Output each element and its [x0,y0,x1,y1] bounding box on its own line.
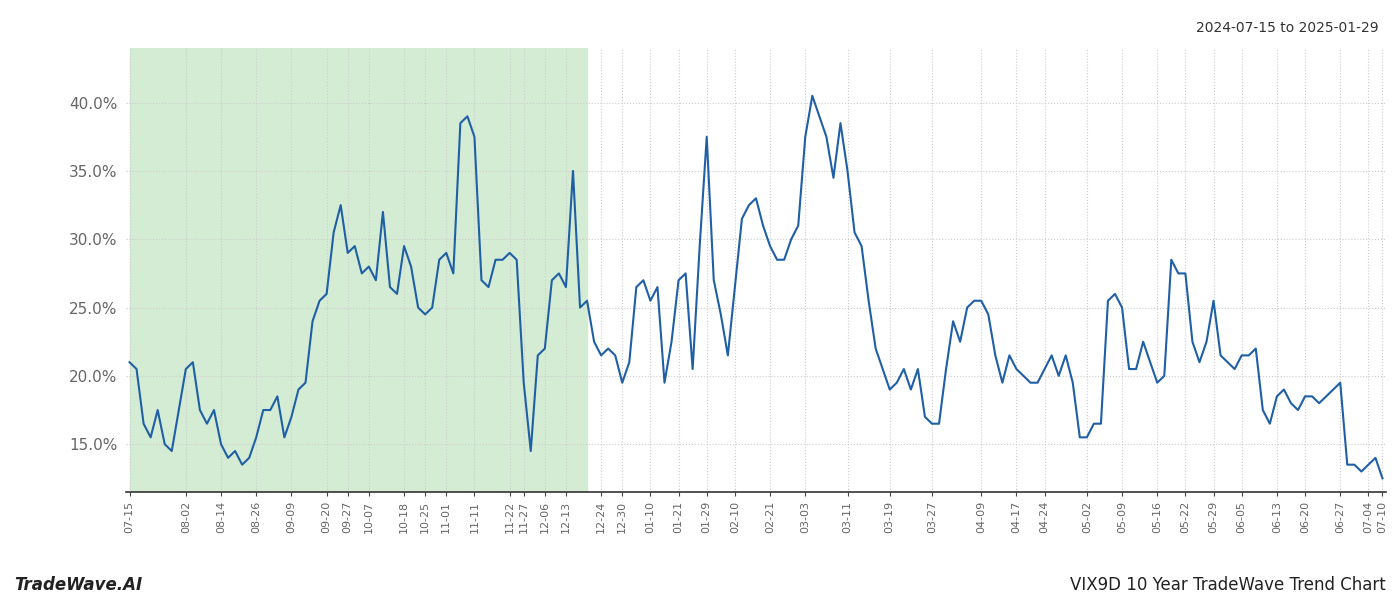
Text: VIX9D 10 Year TradeWave Trend Chart: VIX9D 10 Year TradeWave Trend Chart [1070,576,1386,594]
Text: 2024-07-15 to 2025-01-29: 2024-07-15 to 2025-01-29 [1197,21,1379,35]
Text: TradeWave.AI: TradeWave.AI [14,576,143,594]
Bar [130,48,587,492]
